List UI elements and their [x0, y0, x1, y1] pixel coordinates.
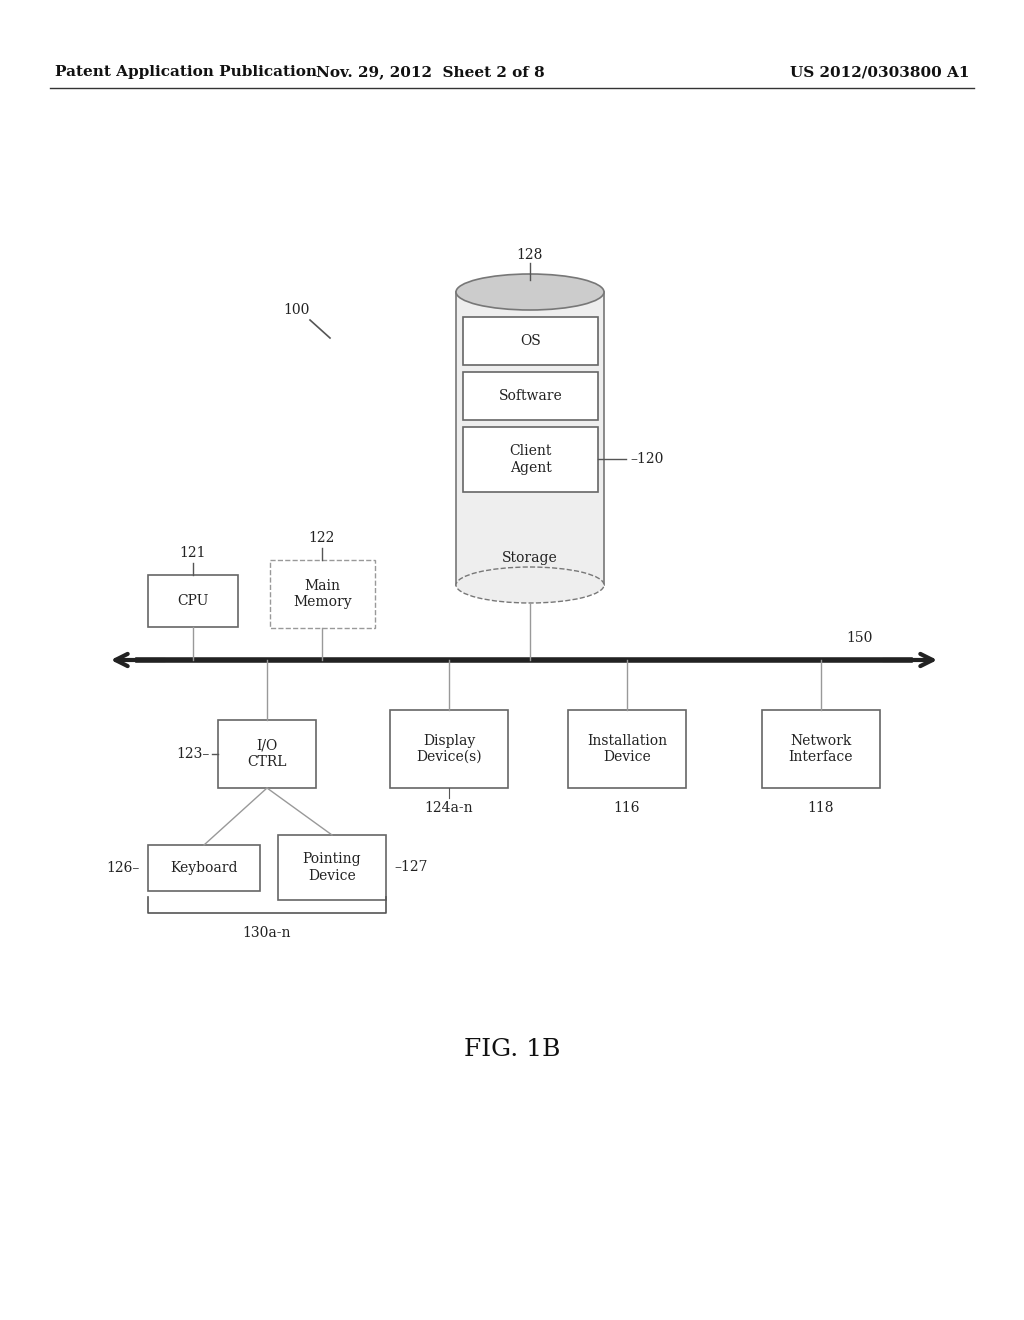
Bar	[463, 426, 598, 492]
Text: 128: 128	[517, 248, 543, 261]
Text: Keyboard: Keyboard	[170, 861, 238, 875]
Text: Storage: Storage	[502, 550, 558, 565]
Bar	[390, 710, 508, 788]
Text: Main
Memory: Main Memory	[293, 579, 352, 609]
Text: 122: 122	[309, 531, 335, 545]
Ellipse shape	[456, 568, 604, 603]
Bar	[456, 292, 604, 585]
Text: –120: –120	[630, 451, 664, 466]
Bar	[148, 576, 238, 627]
Text: CPU: CPU	[177, 594, 209, 609]
Bar	[148, 845, 260, 891]
Bar	[463, 317, 598, 366]
Text: Display
Device(s): Display Device(s)	[416, 734, 482, 764]
Bar	[278, 836, 386, 900]
Bar	[218, 719, 316, 788]
Text: OS: OS	[520, 334, 541, 348]
Text: 121: 121	[180, 546, 206, 560]
Text: Pointing
Device: Pointing Device	[303, 853, 361, 883]
Text: Software: Software	[499, 389, 562, 403]
Bar	[568, 710, 686, 788]
Ellipse shape	[456, 275, 604, 310]
Bar	[270, 560, 375, 628]
Text: Network
Interface: Network Interface	[788, 734, 853, 764]
Text: Patent Application Publication: Patent Application Publication	[55, 65, 317, 79]
Text: FIG. 1B: FIG. 1B	[464, 1039, 560, 1061]
Text: 118: 118	[808, 801, 835, 814]
Text: US 2012/0303800 A1: US 2012/0303800 A1	[791, 65, 970, 79]
Text: 130a-n: 130a-n	[243, 927, 291, 940]
Text: 126–: 126–	[106, 861, 140, 875]
Text: 116: 116	[613, 801, 640, 814]
Text: 150: 150	[847, 631, 873, 645]
Text: I/O
CTRL: I/O CTRL	[247, 739, 287, 770]
Bar	[463, 372, 598, 420]
Text: Client
Agent: Client Agent	[509, 445, 552, 475]
Text: Nov. 29, 2012  Sheet 2 of 8: Nov. 29, 2012 Sheet 2 of 8	[315, 65, 545, 79]
Text: 100: 100	[283, 304, 309, 317]
Bar	[762, 710, 880, 788]
Text: Installation
Device: Installation Device	[587, 734, 667, 764]
Text: 123–: 123–	[176, 747, 210, 762]
Text: 124a-n: 124a-n	[425, 801, 473, 814]
Text: –127: –127	[394, 861, 427, 874]
